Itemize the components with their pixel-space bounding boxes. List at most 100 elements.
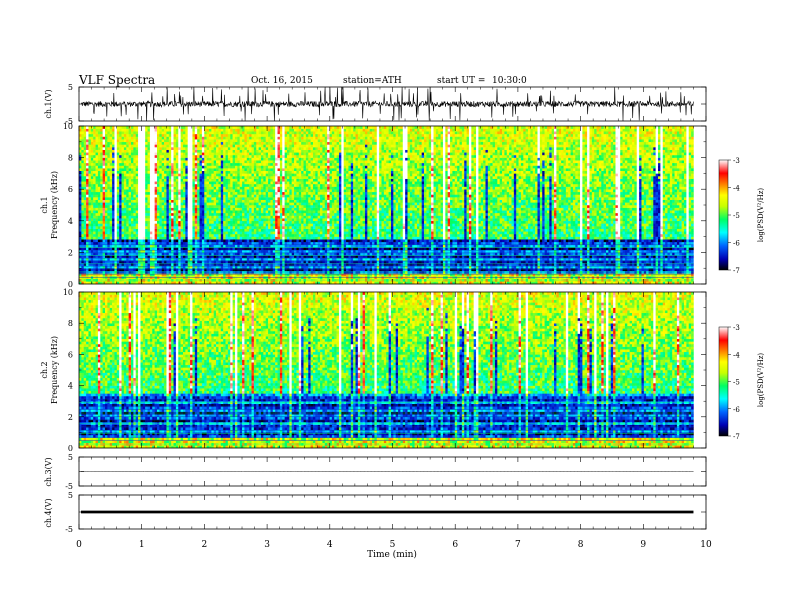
- ch1-spectrogram-cell: [327, 234, 330, 237]
- ch1-spectrogram-cell: [287, 237, 290, 240]
- ch1-spectrogram-cell: [615, 268, 618, 271]
- ch1-spectrogram-cell: [159, 266, 162, 269]
- ch1-spectrogram-cell: [294, 260, 297, 263]
- ch1-spectrogram-cell: [410, 237, 413, 240]
- ch1-spectrogram-cell: [469, 237, 472, 240]
- ch1-spectrogram-cell: [457, 263, 460, 266]
- ch1-spectrogram-cell: [483, 239, 486, 242]
- ch1-spectrogram-cell: [360, 271, 363, 274]
- ch1-spectrogram-cell: [244, 237, 247, 240]
- ch1-spectrogram-cell: [611, 271, 614, 274]
- ch1-spectrogram-cell: [372, 260, 375, 263]
- ch1-spectrogram-cell: [226, 242, 229, 245]
- ch1-spectrogram-cell: [417, 260, 420, 263]
- ch1-spectrogram-cell: [164, 260, 167, 263]
- header-station: station=ATH: [343, 76, 402, 86]
- ch1-spectrogram-cell: [649, 266, 652, 269]
- ch1-spectrogram-cell: [358, 268, 361, 271]
- ch1-spectrogram-cell: [641, 266, 644, 269]
- ch1-spectrogram-cell: [93, 260, 96, 263]
- ch1-spectrogram-cell: [183, 239, 186, 242]
- ch1-spectrogram-cell: [500, 271, 503, 274]
- ch1-spectrogram-cell: [181, 263, 184, 266]
- ch1-spectrogram-cell: [410, 268, 413, 271]
- ch1-spectrogram-cell: [346, 239, 349, 242]
- ch1-spectrogram-cell: [493, 237, 496, 240]
- ch1-spectrogram-cell: [653, 237, 656, 240]
- ch1-spectrogram-cell: [110, 242, 113, 245]
- ch1-spectrogram-cell: [315, 239, 318, 242]
- ch1-spectrogram-cell: [495, 239, 498, 242]
- ch1-spectrogram-cell: [152, 237, 155, 240]
- ch1-spectrogram-cell: [389, 263, 392, 266]
- ch1-spectrogram-cell: [185, 271, 188, 274]
- ch1-spectrogram-cell: [185, 242, 188, 245]
- ch1-spectrogram-cell: [88, 234, 91, 237]
- ch1-spectrogram-cell: [278, 266, 281, 269]
- ch1-spectrogram-cell: [261, 239, 264, 242]
- ch1-spectrogram-cell: [677, 239, 680, 242]
- ch1-spectrogram-cell: [240, 260, 243, 263]
- ch1-spectrogram-cell: [181, 268, 184, 271]
- ch1-spectrogram-cell: [571, 271, 574, 274]
- ch1-spectrogram-cell: [434, 268, 437, 271]
- ch1-spectrogram-cell: [185, 237, 188, 240]
- ch1-spectrogram-cell: [235, 263, 238, 266]
- ch1-spectrogram-cell: [568, 268, 571, 271]
- ch1-spectrogram-cell: [155, 268, 158, 271]
- ch1-spectrogram-cell: [561, 263, 564, 266]
- ch1-spectrogram-cell: [613, 237, 616, 240]
- ch1-spectrogram-cell: [500, 266, 503, 269]
- ch1-spectrogram-cell: [107, 234, 110, 237]
- ch1-spectrogram-cell: [228, 266, 231, 269]
- ch1-spectrogram-cell: [280, 239, 283, 242]
- ch1-spectrogram-cell: [384, 268, 387, 271]
- ch1-spectrogram-cell: [667, 239, 670, 242]
- ch1-spectrogram-cell: [667, 260, 670, 263]
- ch1-spectrogram-cell: [346, 266, 349, 269]
- ch1-spectrogram-cell: [660, 266, 663, 269]
- ch1-spectrogram-cell: [84, 242, 87, 245]
- ch1-spectrogram-cell: [478, 268, 481, 271]
- ch1-spectrogram-cell: [98, 260, 101, 263]
- ch1-spectrogram-cell: [308, 260, 311, 263]
- ch1-spectrogram-cell: [528, 242, 531, 245]
- ch1-spectrogram-cell: [613, 271, 616, 274]
- ch1-spectrogram-cell: [554, 260, 557, 263]
- ch1-spectrogram-cell: [613, 263, 616, 266]
- ch1-spectrogram-cell: [112, 266, 115, 269]
- ch1-spectrogram-cell: [568, 266, 571, 269]
- ch1-spectrogram-cell: [464, 266, 467, 269]
- ch1-spectrogram-cell: [254, 237, 257, 240]
- ch1-spectrogram-cell: [157, 234, 160, 237]
- ch1-spectrogram-cell: [391, 271, 394, 274]
- ch1-spectrogram-cell: [81, 260, 84, 263]
- ch1-spectrogram-cell: [533, 263, 536, 266]
- ch1-spectrogram-cell: [403, 242, 406, 245]
- ch1-spectrogram-cell: [86, 242, 89, 245]
- ch1-spectrogram-cell: [105, 271, 108, 274]
- ch1-spectrogram-cell: [266, 263, 269, 266]
- ch1-spectrogram-cell: [370, 239, 373, 242]
- ch1-spectrogram-cell: [166, 271, 169, 274]
- ch1-spectrogram-cell: [133, 234, 136, 237]
- ch1-spectrogram-cell: [341, 242, 344, 245]
- ch1-spectrogram-cell: [389, 268, 392, 271]
- ch1-spectrogram-cell: [103, 242, 106, 245]
- ch1-spectrogram-cell: [526, 242, 529, 245]
- ch1-spectrogram-cell: [360, 268, 363, 271]
- ch1-spectrogram-cell: [308, 263, 311, 266]
- ch1-spectrogram-cell: [419, 237, 422, 240]
- ch1-spectrogram-cell: [263, 239, 266, 242]
- ch1-spectrogram-cell: [627, 237, 630, 240]
- ch1-spectrogram-cell: [289, 234, 292, 237]
- ch1-spectrogram-cell: [155, 266, 158, 269]
- ch1-spectrogram-cell: [259, 242, 262, 245]
- ch1-spectrogram-cell: [192, 268, 195, 271]
- ch1-spectrogram-cell: [218, 260, 221, 263]
- ch1-spectrogram-cell: [372, 239, 375, 242]
- ch1-spectrogram-cell: [516, 234, 519, 237]
- ch1-spectrogram-cell: [559, 239, 562, 242]
- ch1-spectrogram-cell: [537, 268, 540, 271]
- ch1-spectrogram-cell: [410, 260, 413, 263]
